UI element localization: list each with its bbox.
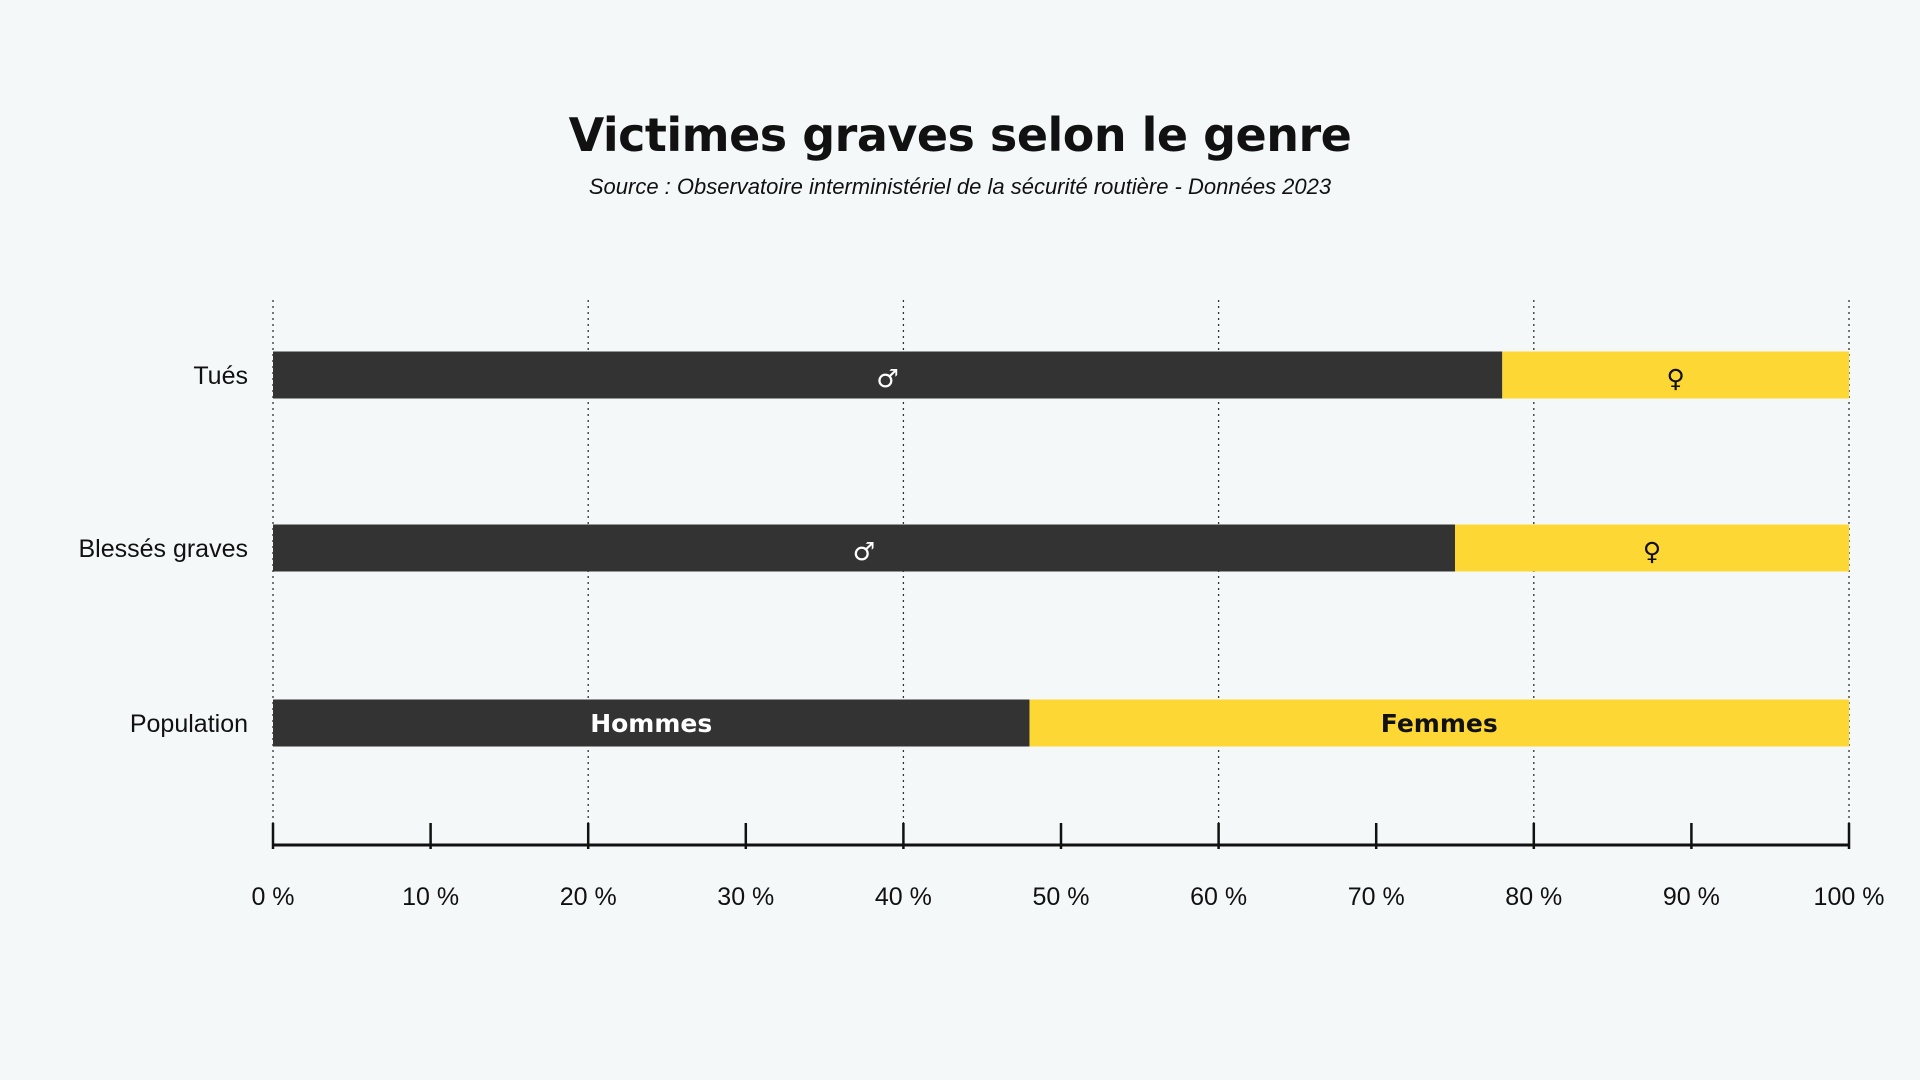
category-label: Population [130, 710, 248, 738]
bar-segment-hommes [273, 699, 1030, 747]
category-label: Tués [193, 362, 248, 390]
chart-title: Victimes graves selon le genre [568, 108, 1352, 162]
bar-segment-femmes [1502, 351, 1849, 399]
chart-subtitle: Source : Observatoire interministériel d… [588, 174, 1332, 199]
bar-segment-femmes [1455, 524, 1849, 572]
x-tick-label: 30 % [717, 883, 774, 911]
segment-label: Hommes [590, 709, 712, 738]
x-tick-label: 20 % [560, 883, 617, 911]
segment-label: Femmes [1381, 709, 1498, 738]
bar-segment-femmes [1029, 699, 1849, 747]
x-tick-label: 10 % [402, 883, 459, 911]
x-tick-label: 90 % [1663, 883, 1720, 911]
x-tick-label: 0 % [251, 883, 294, 911]
female-icon: ♀ [1666, 364, 1684, 393]
bar-segment-hommes [273, 351, 1503, 399]
x-tick-label: 50 % [1033, 883, 1090, 911]
x-tick-label: 60 % [1190, 883, 1247, 911]
bar-segment-hommes [273, 524, 1455, 572]
male-icon: ♂ [853, 537, 875, 566]
female-icon: ♀ [1643, 537, 1661, 566]
x-tick-label: 80 % [1505, 883, 1562, 911]
x-tick-label: 70 % [1348, 883, 1405, 911]
x-tick-label: 100 % [1814, 883, 1885, 911]
category-label: Blessés graves [78, 535, 248, 563]
male-icon: ♂ [876, 364, 898, 393]
x-tick-label: 40 % [875, 883, 932, 911]
